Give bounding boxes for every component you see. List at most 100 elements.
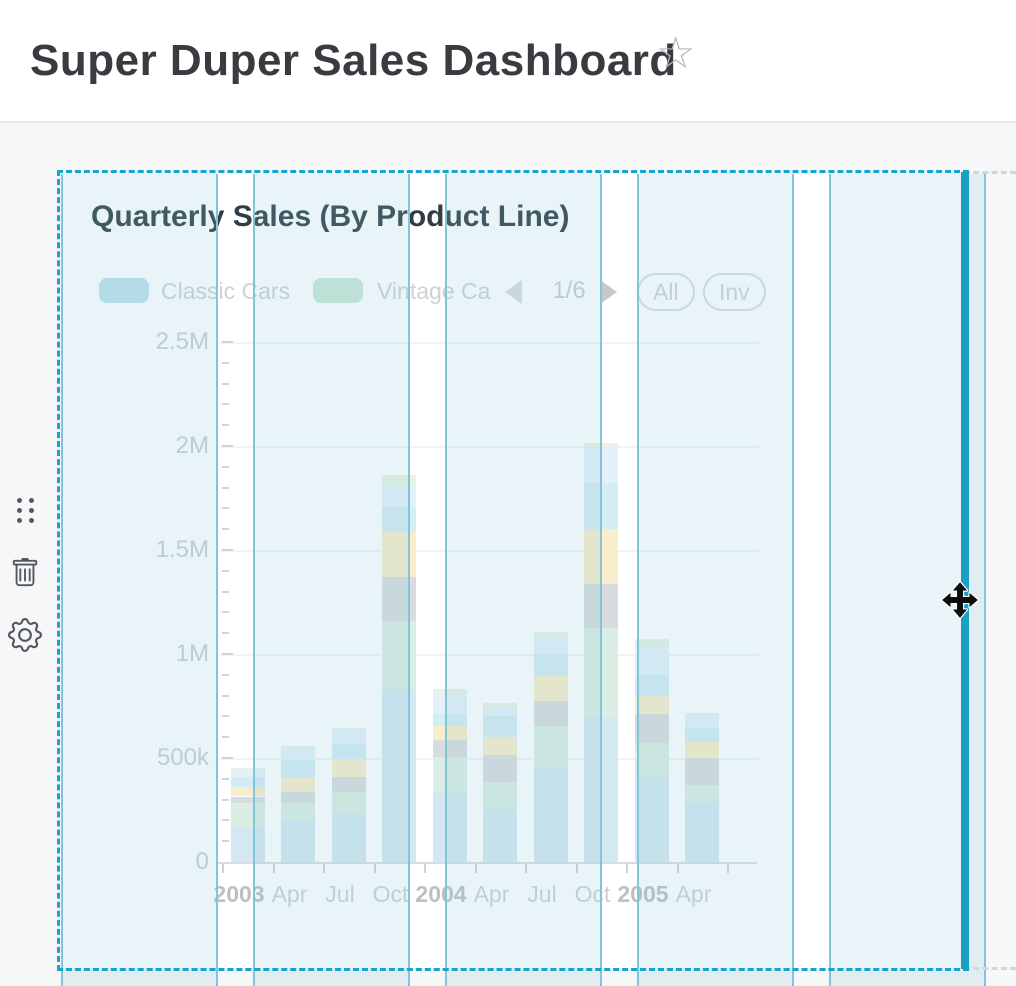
card-right-edge-handle[interactable] [961, 172, 969, 969]
bar-segment [382, 475, 416, 486]
bar-segment [483, 808, 517, 862]
bar-segment [230, 826, 265, 862]
bar-segment [382, 532, 416, 578]
bar-segment [331, 758, 366, 777]
legend-prev-button chevron-left-icon[interactable] [505, 280, 522, 304]
gear-button[interactable] [8, 618, 42, 657]
legend-next-button chevron-right-icon[interactable] [600, 280, 617, 304]
grid-column-3 [445, 174, 602, 986]
y-axis-label: 2M [175, 432, 209, 459]
bar-segment [533, 700, 568, 727]
bar-segment [331, 791, 366, 814]
x-axis-label: Oct [574, 881, 611, 907]
x-axis-label: 2004 [415, 881, 467, 907]
bar-segment [382, 485, 416, 508]
bar-segment [230, 768, 265, 770]
grid-column-4 [637, 174, 794, 986]
bar-segment [685, 741, 719, 758]
x-axis-label: Apr [473, 881, 510, 907]
bar-stack [382, 342, 416, 862]
y-axis-label: 1.5M [155, 536, 209, 563]
y-axis-tick [222, 715, 229, 718]
bar-segment [432, 694, 467, 715]
y-axis-tick [222, 840, 229, 843]
drag-handle-icon[interactable] [17, 498, 36, 526]
y-gridline [219, 654, 759, 656]
y-axis-tick [222, 445, 233, 447]
legend-item-classic-cars[interactable]: Classic Cars [161, 278, 291, 304]
bar-stack [483, 342, 517, 862]
grid-column-1 [61, 174, 218, 986]
bar-segment [533, 636, 568, 655]
dashcard-quarterly-sales[interactable]: Quarterly Sales (By Product Line) Classi… [61, 174, 966, 968]
bar-segment [533, 654, 568, 677]
bar-stack [685, 342, 719, 862]
bar-stack [331, 342, 366, 862]
bar-segment [382, 620, 416, 690]
x-axis-tick [222, 864, 224, 873]
ghost-outline-bottom [964, 967, 1016, 970]
page-header: Super Duper Sales Dashboard ☆ [0, 0, 1016, 123]
y-axis-label: 1M [175, 640, 209, 667]
bar-segment [685, 727, 719, 742]
bar-stack [533, 342, 568, 862]
x-axis-tick [373, 864, 376, 873]
bar-segment [281, 820, 315, 862]
legend-item-vintage-cars[interactable]: Vintage Ca [377, 278, 491, 304]
y-axis-tick [222, 777, 229, 780]
bar-segment [382, 689, 416, 862]
x-axis-tick [272, 864, 275, 873]
bar-segment [331, 727, 366, 729]
x-axis-label: Oct [372, 881, 409, 907]
y-axis-tick [222, 486, 229, 489]
legend-page-indicator: 1/6 [552, 277, 586, 304]
bar-segment [230, 786, 265, 797]
bar-segment [281, 759, 315, 779]
bar-segment [533, 631, 568, 637]
trash-icon [12, 558, 38, 587]
bar-segment [382, 507, 416, 533]
bar-segment [634, 774, 669, 862]
bar-segment [634, 743, 669, 775]
legend-swatch-classic-cars [99, 278, 149, 303]
bar-segment [483, 781, 517, 809]
bar-segment [634, 714, 669, 744]
grid-column-5 [829, 174, 986, 986]
y-axis-tick [222, 382, 229, 385]
favorite-star-icon[interactable]: ☆ [656, 28, 696, 79]
y-axis-tick [222, 798, 229, 801]
legend-swatch-vintage-cars [313, 278, 363, 303]
y-axis-tick [222, 653, 233, 655]
x-axis-tick [575, 864, 578, 873]
bar-segment [634, 674, 669, 696]
legend-inverse-select-button[interactable]: Inv [703, 273, 766, 311]
x-axis-label: 2003 [213, 881, 265, 907]
bar-segment [483, 736, 517, 755]
bar-segment [685, 713, 719, 728]
bar-segment [432, 714, 467, 727]
x-axis-label: Apr [675, 881, 712, 907]
x-axis-tick [626, 864, 628, 873]
bar-segment [533, 726, 568, 769]
bar-segment [634, 695, 669, 715]
bar-segment [685, 801, 719, 862]
x-axis-tick [727, 864, 729, 873]
y-axis-tick [222, 341, 233, 343]
y-axis-tick [222, 673, 229, 676]
bar-stack [281, 342, 315, 862]
trash-button[interactable] [10, 556, 40, 595]
y-axis-tick [222, 611, 229, 614]
bar-segment [281, 791, 315, 804]
x-axis-tick [474, 864, 477, 873]
bar-stack [230, 342, 265, 862]
bar-segment [432, 726, 467, 740]
bar-segment [331, 813, 366, 862]
y-axis-tick [222, 549, 233, 551]
bar-segment [230, 803, 265, 827]
x-axis-label: Jul [527, 881, 557, 907]
y-axis-tick [222, 528, 229, 531]
x-axis-label: Jul [325, 881, 355, 907]
legend-select-all-button[interactable]: All [637, 273, 695, 311]
y-axis-tick [222, 819, 229, 822]
y-axis-tick [222, 632, 229, 635]
